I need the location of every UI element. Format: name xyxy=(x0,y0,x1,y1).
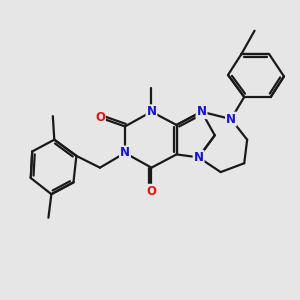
Text: N: N xyxy=(146,105,157,118)
Text: N: N xyxy=(120,146,130,159)
Text: N: N xyxy=(196,105,206,118)
Text: O: O xyxy=(146,185,157,198)
Text: N: N xyxy=(194,151,204,164)
Text: O: O xyxy=(95,111,105,124)
Text: N: N xyxy=(226,112,236,126)
